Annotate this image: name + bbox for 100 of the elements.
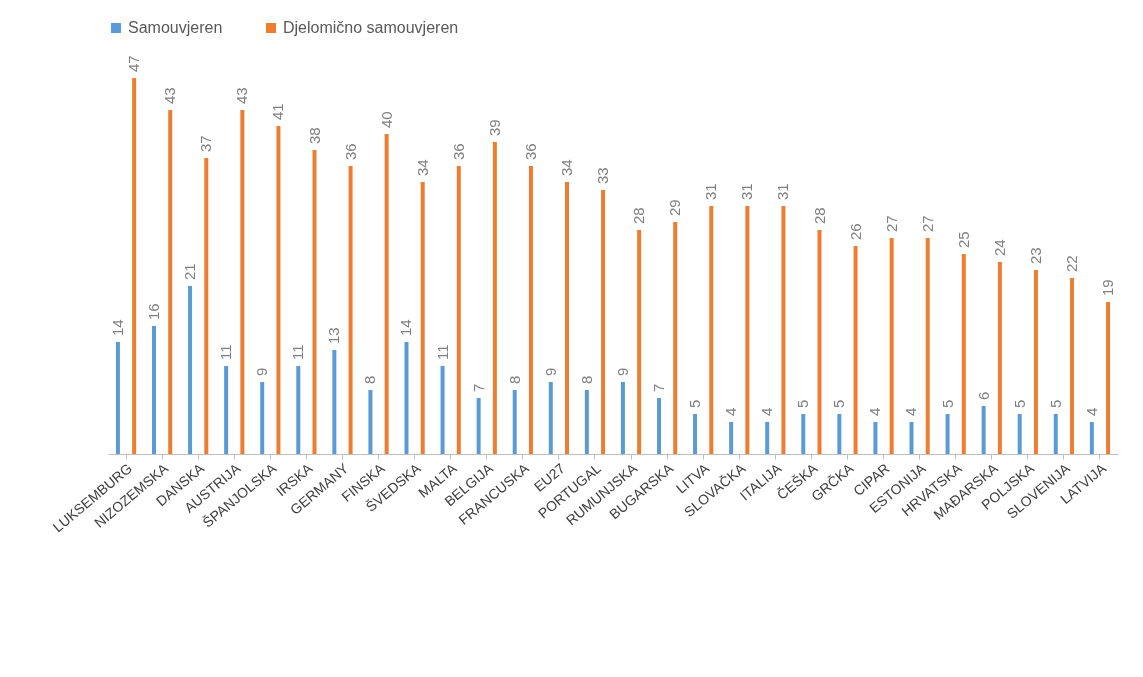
data-label: 5 xyxy=(830,399,848,408)
data-label: 26 xyxy=(846,223,864,240)
bar xyxy=(637,230,642,454)
bar xyxy=(1033,270,1038,454)
data-label: 9 xyxy=(613,367,631,376)
bar xyxy=(132,78,137,454)
data-label: 5 xyxy=(794,399,812,408)
data-label: 7 xyxy=(469,383,487,392)
data-label: 47 xyxy=(125,55,143,72)
bar xyxy=(1017,414,1022,454)
data-label: 14 xyxy=(108,319,126,336)
data-label: 6 xyxy=(974,391,992,400)
bar xyxy=(709,206,714,454)
data-label: 31 xyxy=(738,183,756,200)
bar xyxy=(765,422,770,454)
bar xyxy=(1089,422,1094,454)
bar xyxy=(368,390,373,454)
data-label: 11 xyxy=(289,344,307,360)
bar xyxy=(440,366,445,454)
bar xyxy=(404,342,409,454)
bar xyxy=(997,262,1002,454)
bar xyxy=(1070,278,1075,454)
bar xyxy=(512,390,517,454)
legend-label: Djelomično samouvjeren xyxy=(283,19,459,36)
data-label: 23 xyxy=(1026,247,1044,264)
bar xyxy=(312,150,317,454)
data-label: 5 xyxy=(938,399,956,408)
bar xyxy=(384,134,389,454)
data-label: 4 xyxy=(758,407,776,416)
data-label: 38 xyxy=(305,127,323,144)
bar xyxy=(873,422,878,454)
bar xyxy=(909,422,914,454)
bar xyxy=(817,230,822,454)
data-label: 36 xyxy=(341,143,359,160)
data-label: 5 xyxy=(686,399,704,408)
bar xyxy=(601,190,606,454)
bar xyxy=(204,158,209,454)
data-label: 13 xyxy=(325,327,343,344)
bar xyxy=(745,206,750,454)
data-label: 8 xyxy=(361,375,379,384)
data-label: 22 xyxy=(1063,255,1081,272)
data-label: 5 xyxy=(1046,399,1064,408)
data-label: 39 xyxy=(485,119,503,136)
bar xyxy=(889,238,894,454)
data-label: 11 xyxy=(433,344,451,360)
bar xyxy=(656,398,661,454)
bar xyxy=(492,142,497,454)
data-label: 4 xyxy=(866,407,884,416)
bar xyxy=(296,366,301,454)
data-label: 28 xyxy=(810,207,828,224)
data-label: 27 xyxy=(882,215,900,232)
bar xyxy=(584,390,589,454)
bar xyxy=(151,326,156,454)
bar xyxy=(801,414,806,454)
bar xyxy=(945,414,950,454)
data-label: 43 xyxy=(161,87,179,104)
bar xyxy=(925,238,930,454)
data-label: 7 xyxy=(649,383,667,392)
data-label: 14 xyxy=(397,319,415,336)
data-label: 31 xyxy=(702,183,720,200)
bar xyxy=(348,166,353,454)
bar xyxy=(456,166,461,454)
bar xyxy=(853,246,858,454)
data-label: 27 xyxy=(918,215,936,232)
data-label: 5 xyxy=(1010,399,1028,408)
bar xyxy=(693,414,698,454)
data-label: 29 xyxy=(666,199,684,216)
data-label: 40 xyxy=(377,111,395,128)
data-label: 37 xyxy=(197,135,215,152)
bar xyxy=(168,110,173,454)
data-label: 8 xyxy=(577,375,595,384)
data-label: 4 xyxy=(722,407,740,416)
bar xyxy=(332,350,337,454)
data-label: 19 xyxy=(1099,279,1117,296)
data-label: 8 xyxy=(505,375,523,384)
bar xyxy=(420,182,425,454)
bar xyxy=(781,206,786,454)
data-label: 4 xyxy=(902,407,920,416)
bar xyxy=(981,406,986,454)
data-label: 31 xyxy=(774,183,792,200)
data-label: 11 xyxy=(217,344,235,360)
bar xyxy=(476,398,481,454)
bar xyxy=(837,414,842,454)
data-label: 36 xyxy=(449,143,467,160)
bar xyxy=(276,126,281,454)
bar xyxy=(961,254,966,454)
data-label: 28 xyxy=(630,207,648,224)
bar xyxy=(188,286,193,454)
bar xyxy=(620,382,625,454)
data-label: 4 xyxy=(1082,407,1100,416)
data-label: 41 xyxy=(269,103,287,120)
data-label: 9 xyxy=(253,367,271,376)
data-label: 34 xyxy=(558,159,576,176)
legend-label: Samouvjeren xyxy=(128,19,223,36)
data-label: 21 xyxy=(181,263,199,280)
data-label: 25 xyxy=(954,231,972,248)
bar xyxy=(548,382,553,454)
data-label: 34 xyxy=(413,159,431,176)
data-label: 33 xyxy=(594,167,612,184)
bar xyxy=(1106,302,1111,454)
